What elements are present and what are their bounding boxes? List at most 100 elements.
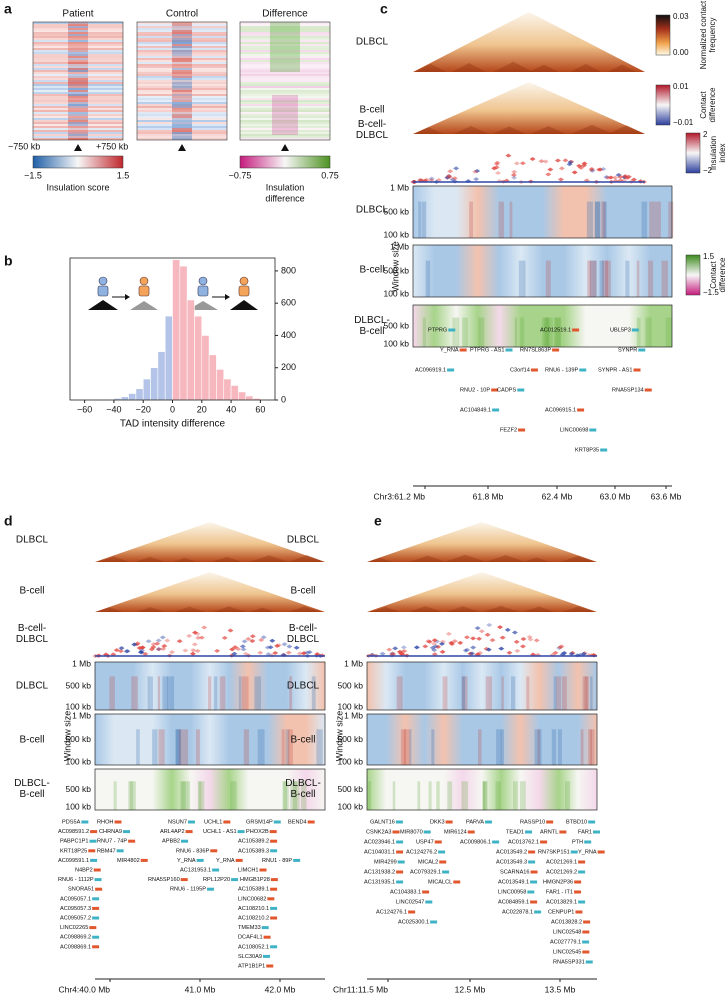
gene-label: MICALCL (428, 879, 452, 885)
diff-cell (314, 652, 321, 657)
diff-cell (445, 631, 452, 636)
gene-label: SYNPR - AS1 (598, 367, 633, 373)
gene-label: RN7SL863P (520, 347, 551, 353)
gene-label: AC096915.1 (545, 407, 576, 413)
gene-label: AC105389.2 (238, 839, 269, 845)
gene-label: MICAL2 (418, 859, 438, 865)
bar (208, 354, 217, 401)
gene-label: DKK3 (430, 819, 445, 825)
gene-label: PHOX2B (246, 829, 269, 835)
diff-cell (474, 169, 481, 174)
colorbar-tick: 2 (703, 130, 708, 139)
heatmap-cell (33, 50, 123, 52)
diff-cell (470, 636, 477, 641)
diff-cell (439, 649, 446, 654)
colorbar (655, 14, 671, 56)
diff-cell (426, 639, 433, 644)
colorbar-tick: 1.5 (117, 170, 130, 180)
diff-cell (451, 639, 458, 644)
insulation-band (287, 729, 293, 765)
heatmap-cell (68, 138, 88, 140)
insulation-band (594, 201, 600, 238)
colorbar-label: difference (718, 257, 725, 293)
bar (164, 315, 173, 401)
bar (245, 395, 254, 401)
insulation-band (162, 676, 169, 710)
diff-cell (519, 161, 526, 166)
y-tick-label: 1 Mb (72, 658, 91, 668)
heatmap-cell (172, 116, 192, 118)
heatmap-cell (137, 136, 227, 138)
diff-cell (176, 639, 183, 644)
heatmap-cell (137, 94, 227, 96)
tad (413, 127, 444, 134)
tad (607, 64, 637, 72)
row-label: B-cell- (289, 623, 317, 634)
x-tick-label: 40 (226, 404, 236, 414)
bar (157, 351, 166, 401)
diff-cell (164, 638, 171, 643)
heatmap-cell (68, 100, 88, 102)
y-tick-label: 800 (281, 265, 296, 275)
heatmap-cell (172, 38, 192, 40)
insulation-band (510, 676, 516, 710)
gene-label: AC009806.1 (460, 839, 491, 845)
diff-cell (186, 633, 193, 638)
insulation-band (543, 317, 550, 347)
tad (173, 606, 206, 612)
diff-cell (124, 649, 131, 654)
insulation-band (409, 729, 412, 765)
heatmap-title: Patient (62, 9, 93, 20)
panel-letter: c (380, 1, 388, 17)
diff-cell (612, 175, 619, 180)
gene-label: AC079329.1 (410, 869, 441, 875)
bar (128, 393, 137, 401)
insulation-band (602, 260, 605, 297)
row-label: B-cell (359, 326, 384, 337)
gene-label: RASSP10 (520, 819, 545, 825)
insulation-band (311, 676, 316, 710)
heatmap-cell (240, 128, 330, 130)
diff-cell (491, 166, 498, 171)
heatmap-cell (240, 52, 330, 54)
heatmap-cell (68, 52, 88, 54)
gene-label: AC098591.2 (58, 829, 89, 835)
heatmap-cell (240, 116, 330, 118)
insulation-band (452, 317, 460, 347)
heatmap-cell (240, 108, 330, 110)
heatmap-cell (172, 60, 192, 62)
gene-label: LINC02547 (396, 899, 424, 905)
x-tick-label: 62.4 Mb (542, 491, 573, 501)
y-tick-label: 100 kb (65, 801, 91, 811)
diff-cell (607, 175, 614, 180)
insulation-band (290, 781, 298, 810)
y-tick-label: 1 Mb (390, 182, 409, 192)
heatmap-cell (240, 130, 330, 132)
diff-cell (529, 156, 536, 161)
heatmap-cell (33, 92, 123, 94)
gene-label: FEZF2 (500, 427, 517, 433)
heatmap-cell (172, 122, 192, 124)
diff-cell (229, 647, 236, 652)
y-tick-label: 500 kb (337, 784, 363, 794)
diff-cell (431, 652, 438, 657)
colorbar-label: Insulation (266, 182, 305, 192)
x-tick-label: 41.0 Mb (185, 984, 216, 994)
tad (446, 606, 480, 612)
insulation-band (647, 260, 654, 297)
insulation-band (518, 260, 526, 297)
insulation-band (167, 676, 175, 710)
heatmap-cell (33, 64, 123, 66)
heatmap-cell (137, 112, 227, 114)
heatmap-cell (240, 136, 330, 138)
bar (223, 378, 232, 401)
heatmap-cell (137, 22, 227, 24)
heatmap-cell (240, 114, 330, 116)
colorbar (32, 155, 124, 169)
heatmap-cell (240, 110, 330, 112)
diff-cell (476, 636, 483, 641)
insulation-band (400, 729, 407, 765)
gene-label: RNU6 - 1195P (170, 887, 206, 893)
x-tick-label: 0 (170, 404, 175, 414)
diff-cell (142, 652, 149, 657)
